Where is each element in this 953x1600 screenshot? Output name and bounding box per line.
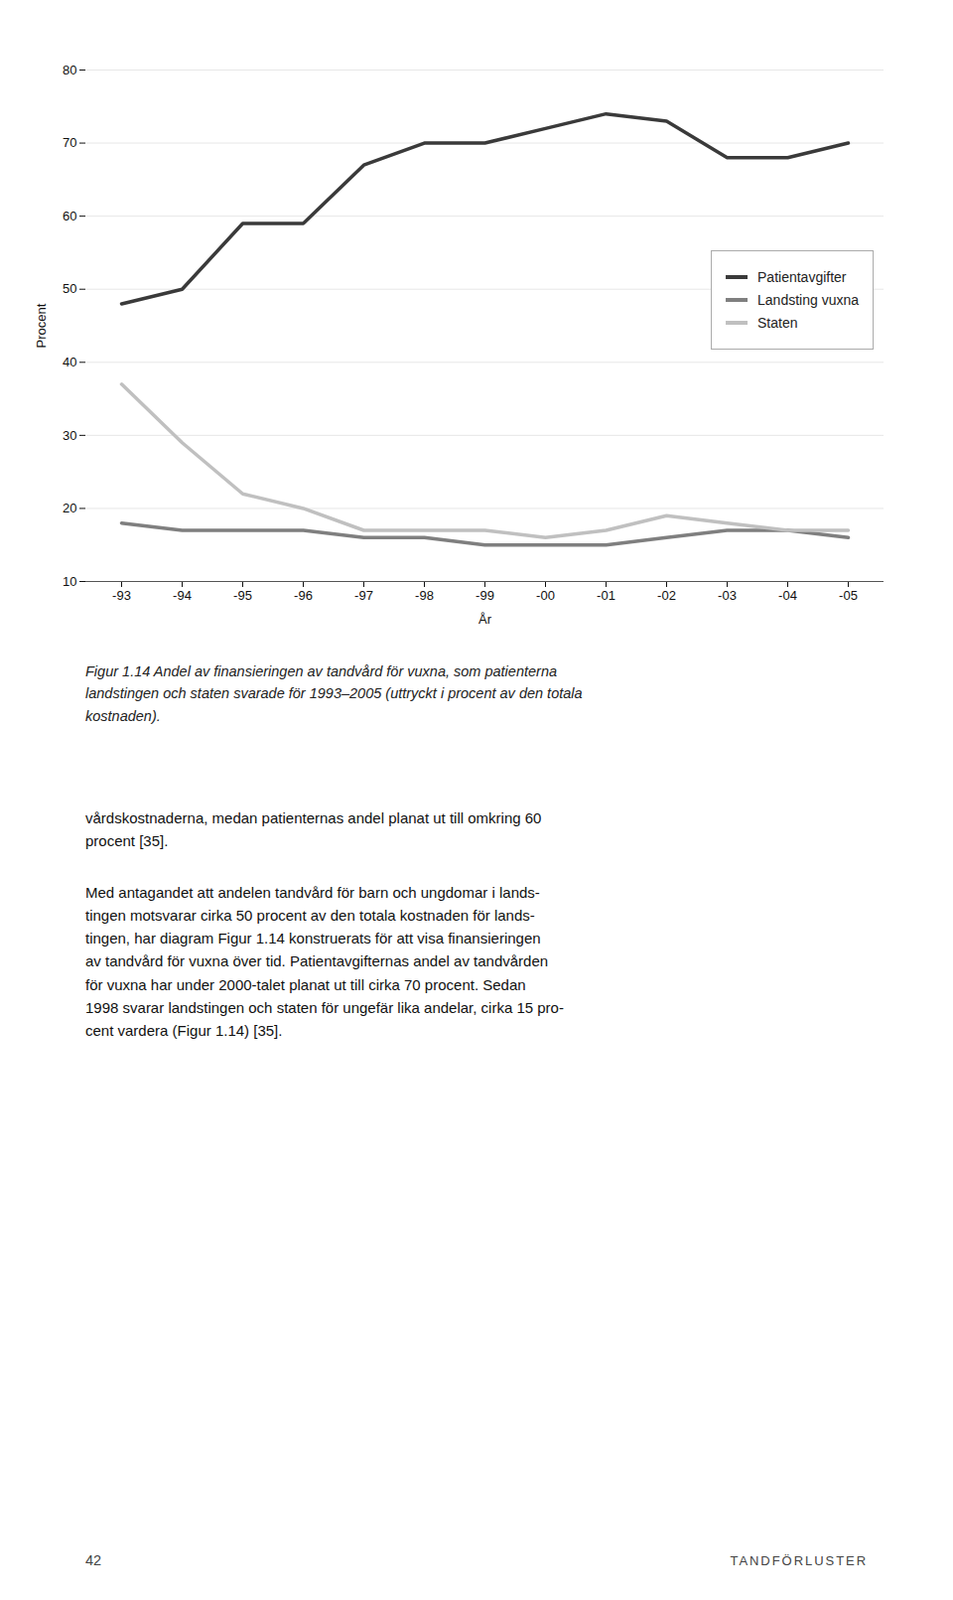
svg-text:-99: -99 [475, 587, 495, 603]
html-text:1998 svarar landstingen och st: 1998 svarar landstingen och staten för u… [85, 998, 564, 1016]
html-text:cent vardera (Figur 1.14) [35]: cent vardera (Figur 1.14) [35]. [85, 1021, 283, 1039]
html-text:kostnaden).: kostnaden). [85, 707, 161, 724]
svg-text:-03: -03 [717, 587, 737, 603]
svg-text:80: 80 [62, 62, 77, 78]
html-text:vårdskostnaderna, medan patien: vårdskostnaderna, medan patienternas and… [85, 809, 542, 826]
html-text:för vuxna har under 2000-talet: för vuxna har under 2000-talet planat ut… [85, 975, 526, 993]
html-text:tingen motsvarar cirka 50 proc: tingen motsvarar cirka 50 procent av den… [85, 906, 535, 924]
svg-text:40: 40 [62, 354, 77, 370]
svg-text:-96: -96 [293, 587, 313, 603]
html-text:Staten: Staten [757, 314, 798, 331]
svg-text:-04: -04 [778, 587, 798, 603]
svg-text:Procent: Procent [33, 302, 49, 348]
svg-text:-02: -02 [657, 587, 677, 603]
html-text:Patientavgifter: Patientavgifter [757, 268, 847, 285]
svg-text:70: 70 [62, 135, 77, 150]
svg-text:-97: -97 [354, 587, 374, 603]
svg-text:10: 10 [62, 573, 77, 589]
html-text:TANDFÖRLUSTER: TANDFÖRLUSTER [730, 1552, 868, 1568]
html-text:landstingen och staten svarade: landstingen och staten svarade för 1993–… [85, 685, 583, 702]
svg-text:-95: -95 [233, 587, 253, 603]
svg-text:-93: -93 [112, 587, 132, 603]
svg-text:-98: -98 [414, 587, 434, 603]
svg-text:30: 30 [62, 427, 77, 443]
html-text:Figur 1.14 Andel av finansieri: Figur 1.14 Andel av finansieringen av ta… [85, 663, 557, 680]
html-text:av tandvård för vuxna över tid: av tandvård för vuxna över tid. Patienta… [85, 952, 549, 970]
svg-text:-01: -01 [596, 587, 616, 603]
svg-text:-94: -94 [172, 587, 192, 603]
html-text:Landsting vuxna: Landsting vuxna [757, 291, 859, 308]
svg-text:-00: -00 [536, 587, 555, 603]
html-text:42: 42 [85, 1551, 102, 1568]
html-text:Med antagandet att andelen tan: Med antagandet att andelen tandvård för … [85, 883, 540, 900]
html-text:procent [35].: procent [35]. [85, 832, 169, 850]
svg-text:60: 60 [62, 208, 77, 224]
svg-text:20: 20 [62, 500, 77, 516]
svg-text:50: 50 [62, 280, 77, 296]
svg-text:-05: -05 [838, 587, 858, 603]
html-text:tingen, har diagram Figur 1.14: tingen, har diagram Figur 1.14 konstruer… [85, 929, 541, 947]
svg-text:År: År [478, 611, 493, 627]
